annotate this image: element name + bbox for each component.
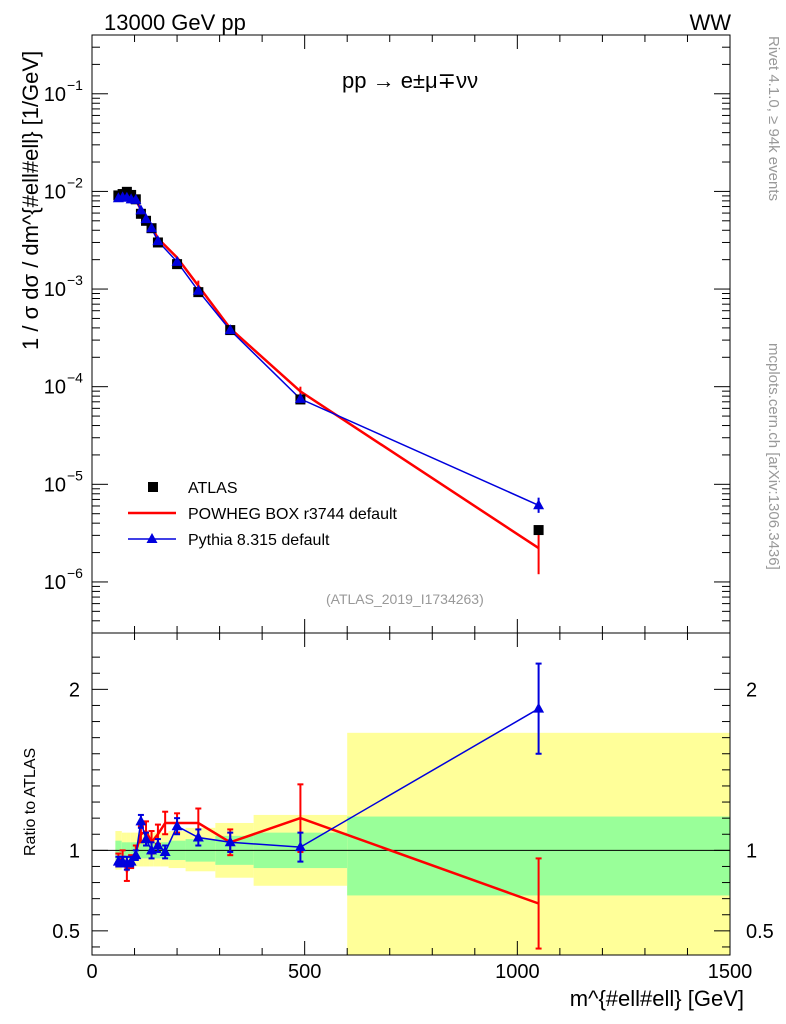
ratio-frame: [91, 632, 731, 956]
pythia-ratio-point: [294, 841, 306, 852]
pythia-ratio-point: [159, 845, 171, 856]
pythia-main-point: [152, 235, 164, 246]
rivet-version-label: Rivet 4.1.0, ≥ 94k events: [765, 36, 782, 201]
pythia-ratio-point: [533, 702, 545, 713]
pythia-main-point: [146, 222, 158, 233]
chart-title: pp → e±μ∓νν: [342, 68, 479, 93]
ratio-y-tick-label-right: 0.5: [746, 921, 774, 943]
header-energy: 13000 GeV pp: [104, 10, 246, 35]
pythia-ratio-point: [140, 833, 152, 844]
pythia-main-point: [294, 392, 306, 403]
powheg-main-line: [118, 195, 540, 550]
y-tick-exponent: −5: [67, 467, 83, 483]
y-tick-label: 10: [44, 377, 66, 399]
y-tick-exponent: −2: [67, 174, 83, 190]
y-tick-exponent: −1: [67, 77, 83, 93]
y-tick-exponent: −3: [67, 272, 83, 288]
pythia-ratio-point: [192, 831, 204, 842]
main-y-axis-label: 1 / σ dσ / dm^{#ell#ell} [1/GeV]: [18, 50, 43, 350]
pythia-ratio-point: [125, 855, 137, 866]
x-tick-label: 1000: [495, 961, 540, 983]
pythia-ratio-point: [146, 844, 158, 855]
pythia-main-point: [224, 324, 236, 335]
pythia-main-point: [130, 193, 142, 204]
pythia-ratio-point: [171, 820, 183, 831]
pythia-ratio-point: [224, 836, 236, 847]
y-tick-label: 10: [44, 181, 66, 203]
y-tick-label: 10: [44, 84, 66, 106]
y-tick-exponent: −6: [67, 565, 83, 581]
ratio-y-axis-label: Ratio to ATLAS: [22, 747, 39, 856]
ratio-y-tick-label: 0.5: [52, 921, 80, 943]
x-axis-label: m^{#ell#ell} [GeV]: [569, 986, 744, 1011]
y-tick-label: 10: [44, 279, 66, 301]
x-tick-label: 0: [86, 961, 97, 983]
legend-label: ATLAS: [188, 480, 238, 497]
legend-marker-pythia: [146, 533, 158, 543]
legend-label: POWHEG BOX r3744 default: [188, 506, 398, 523]
pythia-ratio-point: [130, 849, 142, 860]
legend-marker-data: [148, 482, 158, 492]
legend-label: Pythia 8.315 default: [188, 532, 330, 549]
analysis-tag: (ATLAS_2019_I1734263): [326, 591, 484, 607]
y-tick-label: 10: [44, 572, 66, 594]
header-process: WW: [689, 10, 731, 35]
pythia-ratio-point: [135, 815, 147, 826]
ratio-y-tick-label-right: 2: [746, 679, 757, 701]
pythia-main-point: [140, 213, 152, 224]
pythia-main-point: [192, 284, 204, 295]
series-layer: [112, 186, 545, 950]
mcplots-label: mcplots.cern.ch [arXiv:1306.3436]: [765, 343, 782, 570]
pythia-main-point: [135, 204, 147, 215]
pythia-ratio-point: [152, 839, 164, 850]
y-tick-exponent: −4: [67, 370, 83, 386]
x-tick-label: 500: [288, 961, 321, 983]
x-tick-label: 1500: [708, 961, 753, 983]
uncertainty-bands: [115, 732, 730, 955]
ratio-y-tick-label-right: 1: [746, 840, 757, 862]
y-tick-label: 10: [44, 474, 66, 496]
legend: ATLAS POWHEG BOX r3744 default Pythia 8.31…: [128, 480, 398, 549]
atlas-data-point: [533, 525, 544, 536]
ratio-y-tick-label: 2: [69, 679, 80, 701]
ratio-y-tick-label: 1: [69, 840, 80, 862]
pythia-main-line: [118, 196, 539, 506]
pythia-main-point: [171, 255, 183, 266]
